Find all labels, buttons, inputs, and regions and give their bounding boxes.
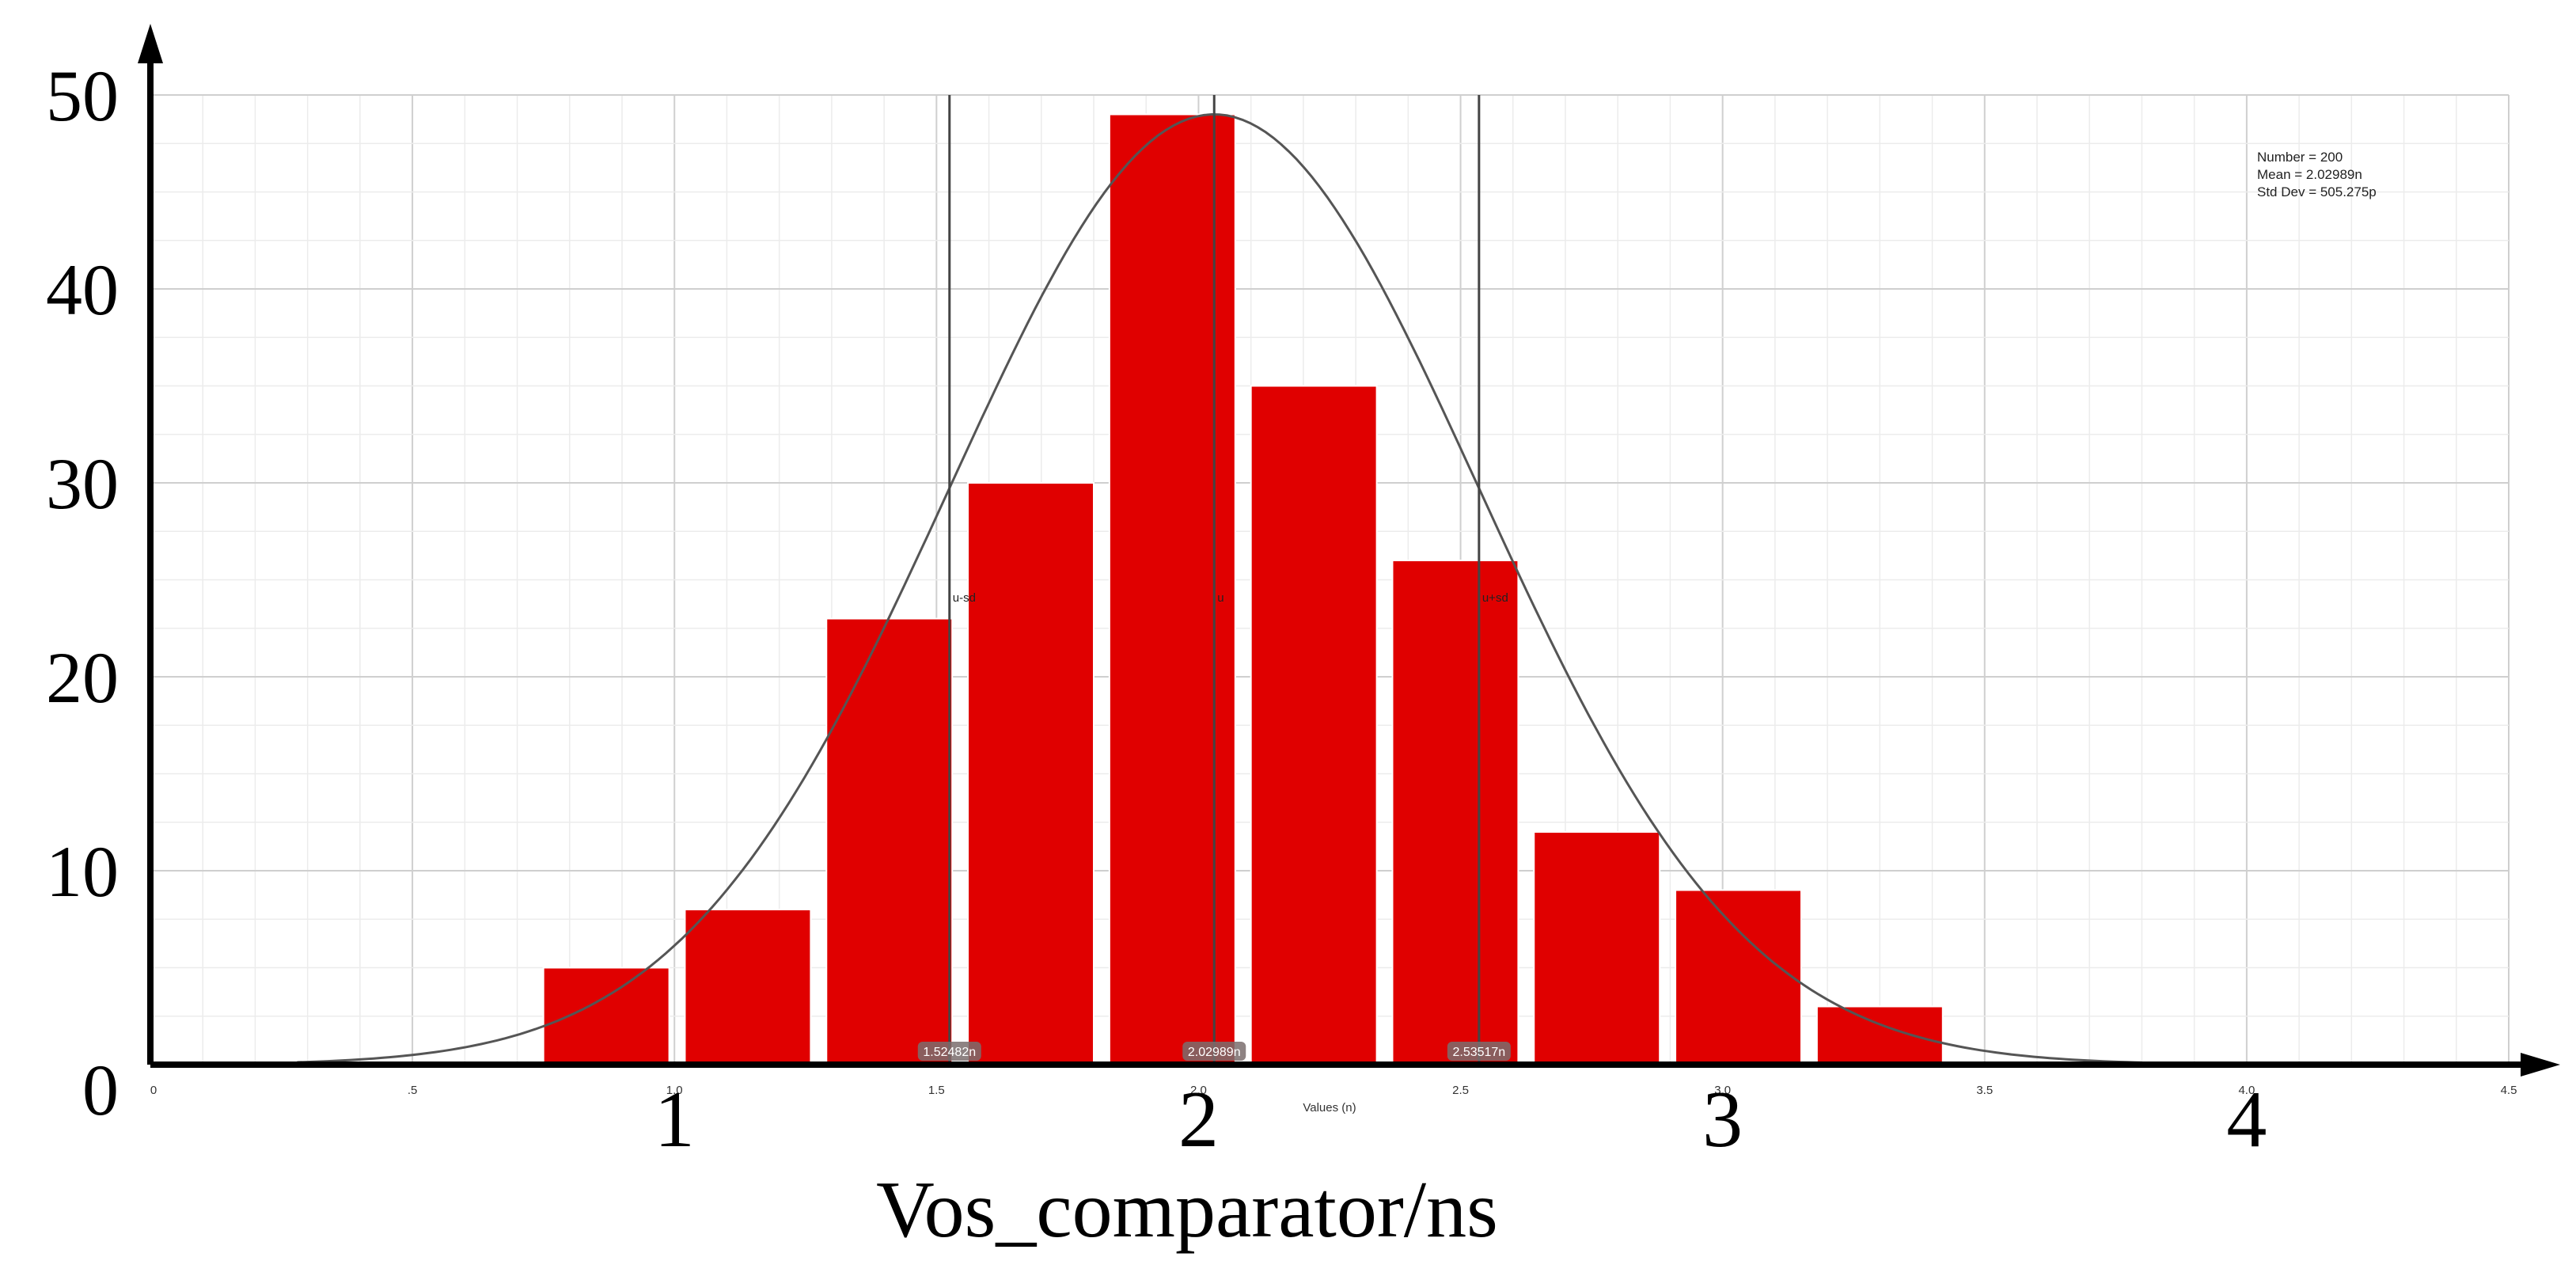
x-tick-label: 3 <box>1702 1075 1743 1164</box>
y-axis-arrow <box>138 24 163 63</box>
marker-top-label: u-sd <box>953 591 976 605</box>
histogram-bar <box>542 966 670 1065</box>
x-tick-label-small: .5 <box>408 1084 418 1097</box>
histogram-bar <box>1675 889 1802 1065</box>
y-tick-label: 10 <box>46 831 119 912</box>
histogram-bar <box>825 617 954 1065</box>
x-tick-label-small: 3.0 <box>1714 1084 1731 1097</box>
marker-value-badge <box>1447 1042 1511 1061</box>
marker-bottom-label: 1.52482n <box>923 1046 976 1059</box>
histogram-bar <box>1250 385 1378 1065</box>
histogram-bar <box>1815 1005 1944 1065</box>
histogram-bar <box>1108 113 1236 1065</box>
stats-mean: Mean = 2.02989n <box>2257 167 2362 182</box>
normal-fit-layer <box>297 112 2142 1064</box>
axes <box>138 24 2560 1077</box>
y-tick-label: 40 <box>46 249 119 330</box>
x-tick-label-small: 2.0 <box>1190 1084 1207 1097</box>
marker-top-label: u+sd <box>1482 591 1508 605</box>
x-tick-label-small: 1.0 <box>666 1084 683 1097</box>
x-tick-label-small: 4.5 <box>2501 1084 2517 1097</box>
x-tick-label-small: 0 <box>150 1084 157 1097</box>
histogram-bar <box>1391 560 1519 1065</box>
histogram-bar <box>1533 831 1661 1065</box>
stats-std-dev: Std Dev = 505.275p <box>2257 184 2377 199</box>
y-tick-label: 30 <box>46 443 119 524</box>
marker-value-badge <box>917 1042 981 1061</box>
x-tick-label: 1 <box>654 1075 695 1164</box>
normal-fit-curve <box>297 112 2142 1064</box>
stats-number: Number = 200 <box>2257 150 2343 165</box>
x-tick-label-small: 2.5 <box>1452 1084 1469 1097</box>
marker-top-label: u <box>1217 591 1224 605</box>
x-axis-title: Vos_comparator/ns <box>876 1165 1498 1255</box>
marker-bottom-label: 2.53517n <box>1452 1046 1505 1059</box>
histogram-bar <box>967 482 1095 1065</box>
marker-value-badge <box>1182 1042 1246 1061</box>
y-tick-label: 50 <box>46 55 119 136</box>
x-tick-label: 4 <box>2226 1075 2267 1164</box>
x-tick-label: 2 <box>1178 1075 1219 1164</box>
x-tick-label-small: 3.5 <box>1976 1084 1993 1097</box>
histogram-bar <box>684 909 812 1065</box>
inner-x-axis-label: Values (n) <box>1303 1101 1356 1115</box>
y-tick-label: 0 <box>82 1050 119 1130</box>
x-axis-arrow <box>2521 1053 2560 1077</box>
y-tick-label: 20 <box>46 637 119 718</box>
x-tick-label-small: 1.5 <box>928 1084 945 1097</box>
histogram-bars <box>542 113 1944 1065</box>
x-tick-label-small: 4.0 <box>2238 1084 2255 1097</box>
marker-bottom-label: 2.02989n <box>1188 1046 1241 1059</box>
tick-labels: 0 10 20 30 40 50 0 .5 1.0 1.5 2.0 2.5 3.0 3.5 4.0 4.5 1 2… <box>46 55 2517 1164</box>
stats-box: Number = 200 Mean = 2.02989n Std Dev = 5… <box>2257 150 2377 199</box>
marker-lines: u-sd 1.52482n u 2.02989n u+sd 2.53517n <box>917 95 1511 1065</box>
